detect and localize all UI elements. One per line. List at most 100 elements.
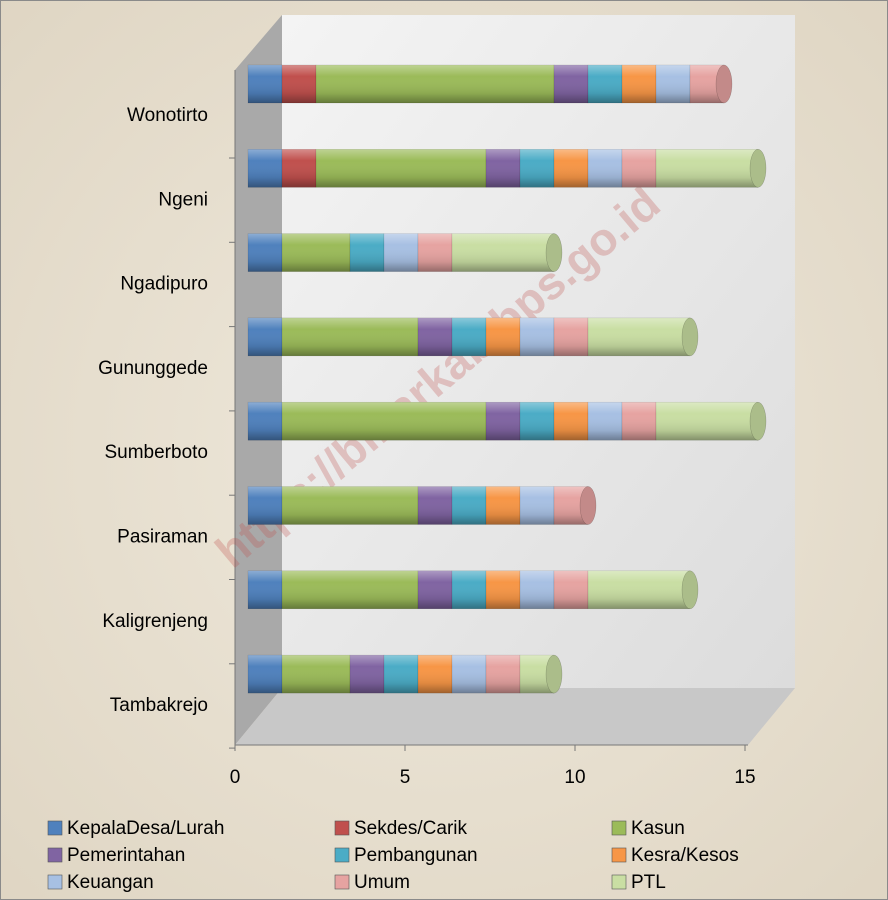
bar-cap — [545, 233, 563, 272]
bar-shade — [588, 570, 690, 609]
bar-shade — [248, 655, 282, 694]
legend-swatch — [611, 820, 627, 836]
bar-shade — [384, 233, 418, 272]
bar-shade — [554, 149, 588, 188]
x-tick-label: 5 — [400, 767, 411, 788]
legend-swatch — [611, 874, 627, 890]
bar-shade — [486, 317, 520, 356]
bar-shade — [588, 317, 690, 356]
bar-shade — [282, 570, 418, 609]
x-tick-label: 10 — [564, 767, 585, 788]
bar-shade — [248, 317, 282, 356]
bar-shade — [486, 570, 520, 609]
legend-label: Pemerintahan — [67, 845, 185, 866]
y-tick-label: Wonotirto — [127, 105, 208, 126]
bar-shade — [486, 655, 520, 694]
bar-cap-shade — [546, 233, 562, 272]
bar-shade — [350, 655, 384, 694]
legend-label: Sekdes/Carik — [354, 818, 467, 839]
bar-cap-shade — [682, 570, 698, 609]
bar-shade — [282, 317, 418, 356]
bar-shade — [656, 65, 690, 103]
bar-cap — [545, 654, 563, 694]
bar-shade — [554, 570, 588, 609]
bar-shade — [588, 65, 622, 103]
bar-shade — [248, 233, 282, 272]
bar-shade — [248, 149, 282, 188]
bar-cap-shade — [716, 65, 732, 103]
bar-shade — [452, 486, 486, 525]
bar-shade — [588, 149, 622, 188]
bar-shade — [248, 486, 282, 525]
bar-shade — [452, 233, 554, 272]
bar-shade — [418, 655, 452, 694]
bar-shade — [486, 402, 520, 441]
bar-shade — [452, 655, 486, 694]
legend-label: Keuangan — [67, 872, 154, 893]
bar-shade — [486, 486, 520, 525]
bar-shade — [282, 655, 350, 694]
bar-shade — [554, 402, 588, 441]
bar-shade — [452, 317, 486, 356]
legend-label: KepalaDesa/Lurah — [67, 818, 224, 839]
y-tick-label: Tambakrejo — [110, 695, 208, 716]
legend-swatch — [47, 847, 63, 863]
legend-swatch — [611, 847, 627, 863]
bar-shade — [622, 65, 656, 103]
y-tick-label: Sumberboto — [104, 442, 208, 463]
x-tick-label: 15 — [734, 767, 755, 788]
bar-cap — [681, 570, 699, 610]
bar-shade — [622, 402, 656, 441]
bar-shade — [282, 402, 486, 441]
bar-shade — [554, 65, 588, 103]
bar-cap-shade — [750, 402, 766, 441]
legend-swatch — [47, 874, 63, 890]
legend-label: Umum — [354, 872, 410, 893]
y-tick-label: Ngadipuro — [120, 274, 208, 295]
bar-shade — [282, 233, 350, 272]
bar-shade — [622, 149, 656, 188]
bar-shade — [418, 486, 452, 525]
bar-shade — [656, 149, 758, 188]
bar-cap — [579, 486, 597, 525]
bar-cap — [749, 401, 767, 441]
bar-shade — [316, 149, 486, 188]
x-tick-label: 0 — [230, 767, 241, 788]
bar-shade — [248, 570, 282, 609]
bar-cap-shade — [750, 149, 766, 188]
bar-shade — [248, 402, 282, 441]
bar-shade — [418, 317, 452, 356]
bar-shade — [486, 149, 520, 188]
bar-cap-shade — [682, 317, 698, 356]
side-wall — [235, 15, 282, 745]
bar-shade — [350, 233, 384, 272]
legend-swatch — [334, 820, 350, 836]
bar-shade — [418, 570, 452, 609]
bar-shade — [418, 233, 452, 272]
bar-cap — [749, 149, 767, 188]
legend-label: Kasun — [631, 818, 685, 839]
floor — [235, 688, 795, 745]
bar-shade — [554, 317, 588, 356]
bar-shade — [520, 402, 554, 441]
legend-label: Pembangunan — [354, 845, 478, 866]
bar-shade — [520, 149, 554, 188]
legend-label: PTL — [631, 872, 666, 893]
bar-shade — [384, 655, 418, 694]
y-tick-label: Ngeni — [158, 189, 208, 210]
legend-swatch — [47, 820, 63, 836]
bar-shade — [452, 570, 486, 609]
y-tick-label: Pasiraman — [117, 527, 208, 548]
legend-swatch — [334, 847, 350, 863]
bar-shade — [282, 486, 418, 525]
bar-cap — [681, 317, 699, 357]
y-tick-label: Gununggede — [98, 358, 208, 379]
bar-cap-shade — [580, 486, 596, 525]
bar-shade — [316, 65, 554, 103]
bar-cap-shade — [546, 655, 562, 694]
y-tick-label: Kaligrenjeng — [102, 611, 208, 632]
legend-swatch — [334, 874, 350, 890]
bar-shade — [656, 402, 758, 441]
bar-cap — [715, 64, 733, 104]
